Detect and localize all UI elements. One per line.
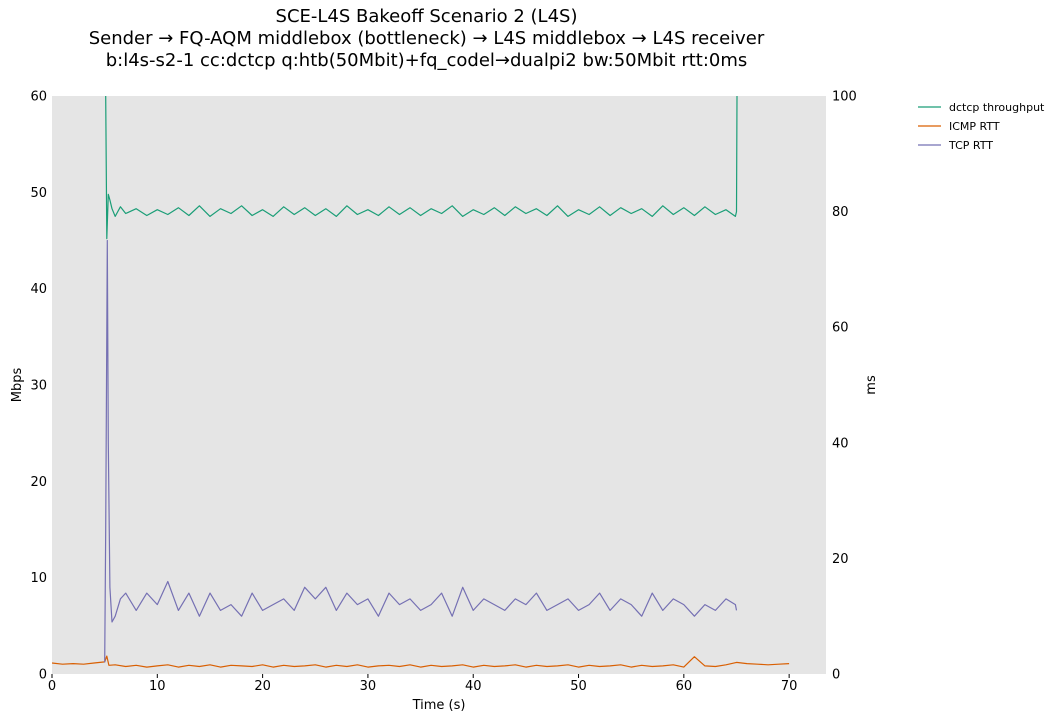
left-axis-label: Mbps — [10, 368, 25, 403]
chart-title: SCE-L4S Bakeoff Scenario 2 (L4S) Sender … — [0, 6, 853, 72]
series-line-icmp-rtt — [52, 655, 790, 668]
left-tick-label: 40 — [30, 282, 47, 297]
x-tick-label: 60 — [676, 679, 693, 694]
series-line-dctcp-throughput — [105, 96, 738, 240]
left-tick-label: 50 — [30, 186, 47, 201]
right-axis-label: ms — [864, 375, 879, 395]
legend-label: TCP RTT — [948, 139, 993, 152]
x-tick-label: 50 — [570, 679, 587, 694]
x-tick-label: 10 — [149, 679, 166, 694]
left-tick-label: 10 — [30, 571, 47, 586]
right-tick-label: 80 — [832, 205, 849, 220]
right-tick-label: 60 — [832, 321, 849, 336]
x-tick-label: 20 — [254, 679, 271, 694]
right-tick-label: 0 — [832, 668, 840, 683]
series-line-tcp-rtt — [104, 239, 738, 663]
left-tick-label: 30 — [30, 379, 47, 394]
legend: dctcp throughput ICMP RTT TCP RTT — [918, 101, 1045, 152]
left-tick-label: 60 — [30, 90, 47, 105]
x-tick-label: 30 — [360, 679, 377, 694]
series-layer — [52, 96, 790, 668]
x-axis-ticks: 0 10 20 30 40 50 60 70 — [48, 674, 798, 694]
right-axis-ticks: 0 20 40 60 80 100 — [832, 90, 857, 683]
left-tick-label: 0 — [39, 668, 47, 683]
title-line-3: b:l4s-s2-1 cc:dctcp q:htb(50Mbit)+fq_cod… — [105, 50, 748, 71]
plot-area — [52, 96, 826, 674]
title-line-1: SCE-L4S Bakeoff Scenario 2 (L4S) — [275, 6, 578, 27]
left-tick-label: 20 — [30, 475, 47, 490]
right-tick-label: 40 — [832, 436, 849, 451]
right-tick-label: 100 — [832, 90, 857, 105]
x-tick-label: 0 — [48, 679, 56, 694]
left-axis-ticks: 0 10 20 30 40 50 60 — [30, 90, 47, 683]
legend-label: ICMP RTT — [949, 120, 1000, 133]
legend-label: dctcp throughput — [949, 101, 1045, 114]
title-line-2: Sender → FQ-AQM middlebox (bottleneck) →… — [88, 28, 765, 49]
x-tick-label: 40 — [465, 679, 482, 694]
x-axis-label: Time (s) — [412, 698, 466, 713]
x-tick-label: 70 — [781, 679, 798, 694]
right-tick-label: 20 — [832, 552, 849, 567]
